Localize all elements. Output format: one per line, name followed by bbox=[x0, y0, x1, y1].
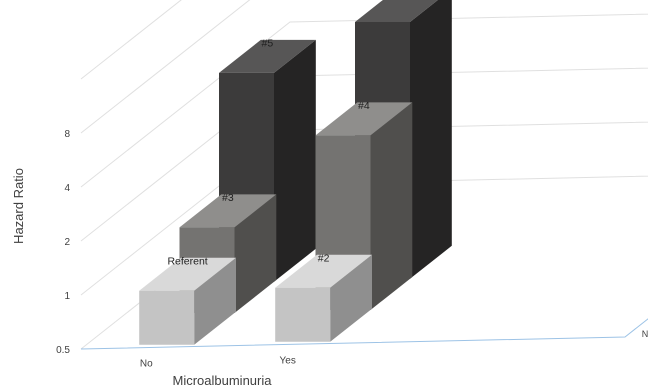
data-label: #5 bbox=[262, 37, 274, 49]
y-tick-label: 0.5 bbox=[56, 345, 70, 356]
x-tick-label: Yes bbox=[280, 355, 296, 366]
bar-side bbox=[274, 40, 316, 282]
data-label: #2 bbox=[318, 252, 330, 264]
y-tick-label: 1 bbox=[64, 291, 70, 302]
bar-front bbox=[139, 291, 194, 345]
data-label: #3 bbox=[222, 192, 234, 204]
bar-front bbox=[275, 288, 330, 342]
bar-side bbox=[410, 0, 452, 279]
data-label: Referent bbox=[167, 255, 207, 267]
data-label: #4 bbox=[358, 100, 370, 112]
bars bbox=[139, 0, 452, 345]
y-tick-label: 2 bbox=[64, 237, 70, 248]
y-tick-label: 8 bbox=[64, 129, 70, 140]
x-axis-title: Microalbuminuria bbox=[173, 373, 273, 388]
bar bbox=[139, 258, 236, 345]
y-tick-label: 4 bbox=[64, 183, 70, 194]
depth-category-label: No retinal microvascular abnormalities bbox=[642, 329, 648, 339]
bar-side bbox=[371, 102, 413, 310]
y-axis-ticks: 0.5 1 2 4 8 bbox=[56, 129, 70, 356]
x-tick-label: No bbox=[140, 359, 153, 370]
y-axis-title: Hazard Ratio bbox=[11, 168, 26, 244]
